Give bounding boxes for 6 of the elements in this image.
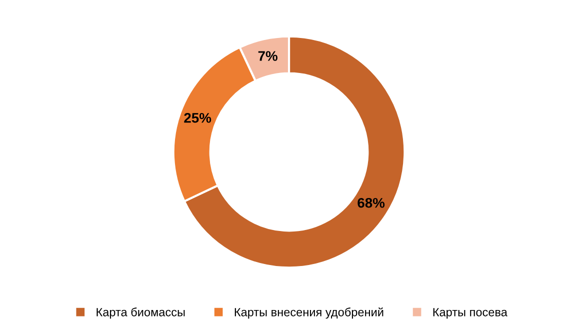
legend-label: Карты посева <box>433 308 508 319</box>
data-label: 68% <box>358 198 385 208</box>
legend-label: Карта биомассы <box>96 308 185 319</box>
data-label: 25% <box>184 112 212 123</box>
legend-label: Карты внесения удобрений <box>234 307 384 319</box>
data-label: 7% <box>258 51 278 61</box>
